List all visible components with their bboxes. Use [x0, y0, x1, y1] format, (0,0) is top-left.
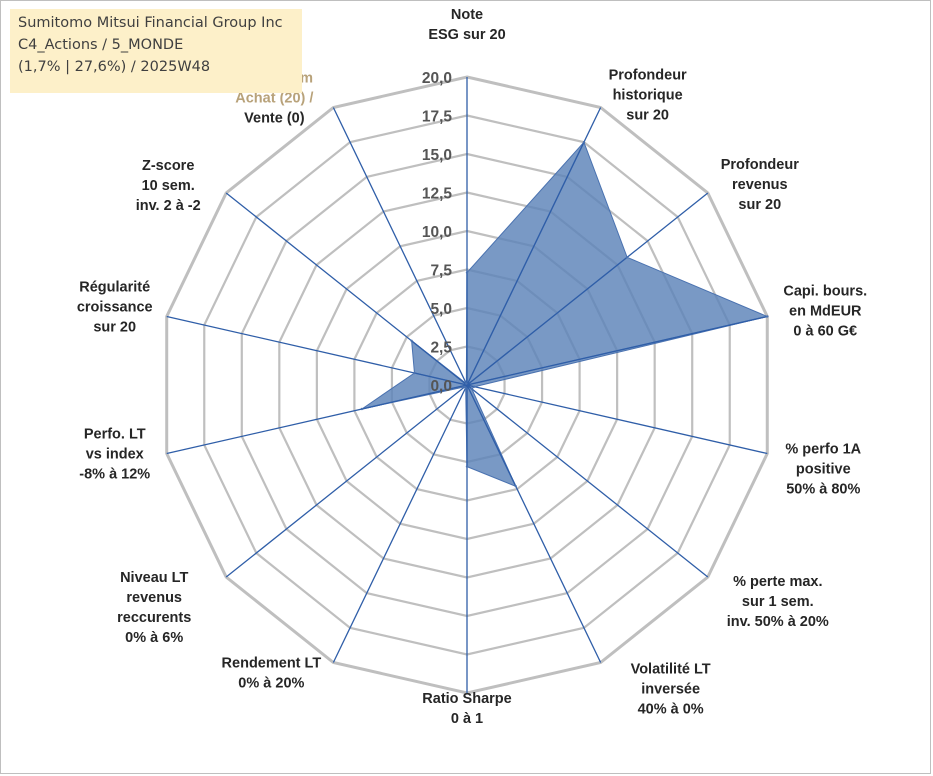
axis-label-2-line-2: sur 20: [738, 197, 781, 213]
axis-label-4-line-1: positive: [796, 462, 851, 478]
axis-label-7: Ratio Sharpe 0 à 1: [422, 691, 511, 727]
axis-label-10-line-1: vs index: [86, 447, 144, 463]
tick-label-8: 20,0: [422, 70, 452, 87]
axis-label-5: % perte max. sur 1 sem. inv. 50% à 20%: [727, 574, 829, 630]
axis-label-8-line-1: 0% à 20%: [238, 675, 304, 691]
axis-label-0-line-1: ESG sur 20: [428, 27, 505, 43]
data-spoke-10: [361, 384, 468, 410]
axis-label-8: Rendement LT 0% à 20%: [222, 655, 322, 691]
tick-label-0: 0,0: [430, 378, 452, 395]
axis-label-9-line-2: reccurents: [117, 610, 191, 626]
axis-label-8-line-0: Rendement LT: [222, 655, 322, 671]
data-point-13: [465, 382, 468, 385]
axis-label-2-line-0: Profondeur: [721, 157, 799, 173]
axis-label-11-line-1: croissance: [77, 299, 153, 315]
axis-label-3-line-2: 0 à 60 G€: [793, 323, 857, 339]
axis-spoke-9: [225, 384, 468, 578]
axis-label-7-line-0: Ratio Sharpe: [422, 691, 511, 707]
axis-label-12-line-2: inv. 2 à -2: [136, 198, 201, 214]
axis-label-11-line-0: Régularité: [79, 279, 150, 295]
data-point-5: [470, 387, 474, 391]
axis-label-12: Z-score 10 sem. inv. 2 à -2: [136, 158, 201, 214]
axis-label-1-line-0: Profondeur: [609, 68, 687, 84]
title-company: Sumitomo Mitsui Financial Group Inc: [18, 15, 283, 31]
data-spoke-3: [466, 315, 768, 386]
data-point-11: [413, 371, 416, 375]
tick-label-6: 15,0: [422, 147, 452, 164]
axis-label-0-line-0: Note: [451, 7, 483, 23]
axis-label-9-line-1: revenus: [126, 590, 182, 606]
data-spoke-11: [414, 372, 468, 386]
data-point-7: [465, 465, 469, 468]
data-point-10: [360, 407, 364, 411]
radial-tick-labels: 0,0 2,5 5,0 7,5 10,0 12,5 15,0 17,5 20,0: [422, 70, 453, 395]
tick-label-2: 5,0: [430, 301, 452, 318]
axis-spoke-13: [332, 107, 468, 386]
axis-label-6: Volatilité LT inversée 40% à 0%: [631, 661, 711, 717]
axis-label-10: Perfo. LT vs index -8% à 12%: [79, 427, 150, 483]
axis-label-7-line-1: 0 à 1: [451, 711, 483, 727]
axis-label-6-line-2: 40% à 0%: [638, 701, 704, 717]
radar-series: [360, 140, 769, 488]
axis-label-11-line-2: sur 20: [93, 319, 136, 335]
data-spoke-2: [466, 256, 628, 386]
data-point-9: [463, 385, 466, 389]
data-point-6: [514, 485, 517, 488]
title-box: Sumitomo Mitsui Financial Group Inc C4_A…: [10, 9, 302, 93]
axis-label-10-line-2: -8% à 12%: [79, 467, 150, 483]
axis-spoke-8: [332, 384, 468, 663]
tick-label-3: 7,5: [430, 263, 452, 280]
axis-label-11: Régularité croissance sur 20: [77, 279, 153, 335]
axis-label-3: Capi. bours. en MdEUR 0 à 60 G€: [783, 283, 867, 339]
data-spoke-1: [466, 141, 585, 386]
axis-label-5-line-2: inv. 50% à 20%: [727, 614, 829, 630]
axis-label-3-line-1: en MdEUR: [789, 303, 862, 319]
axis-label-3-line-0: Capi. bours.: [783, 283, 867, 299]
axis-label-1-line-1: historique: [613, 88, 683, 104]
title-period: (1,7% | 27,6%) / 2025W48: [18, 59, 211, 75]
axis-labels: Note ESG sur 20 Profondeur historique sur 20…: [77, 7, 867, 727]
tick-label-5: 12,5: [422, 186, 453, 203]
axis-label-9-line-3: 0% à 6%: [125, 630, 183, 646]
axis-label-13-line-1: Achat (20) /: [235, 91, 313, 107]
axis-label-12-line-0: Z-score: [142, 158, 194, 174]
data-point-1: [582, 140, 586, 144]
data-point-4: [473, 385, 476, 388]
data-point-2: [625, 256, 629, 259]
tick-label-7: 17,5: [422, 109, 453, 126]
data-point-0: [465, 271, 469, 274]
axis-label-13-line-2: Vente (0): [244, 111, 305, 127]
axis-spoke-4: [466, 384, 768, 455]
axis-label-5-line-1: sur 1 sem.: [742, 594, 814, 610]
data-spoke-12: [411, 340, 468, 386]
axis-label-0: Note ESG sur 20: [428, 7, 505, 43]
data-point-3: [766, 315, 769, 318]
axis-label-9: Niveau LT revenus reccurents 0% à 6%: [117, 570, 191, 646]
axis-label-2: Profondeur revenus sur 20: [721, 157, 799, 213]
axis-label-4-line-2: 50% à 80%: [786, 482, 860, 498]
axis-label-6-line-1: inversée: [641, 681, 700, 697]
axis-label-6-line-0: Volatilité LT: [631, 661, 711, 677]
tick-label-4: 10,0: [422, 224, 452, 241]
axis-label-4: % perfo 1A positive 50% à 80%: [785, 442, 861, 498]
axis-spoke-5: [466, 384, 709, 578]
data-point-12: [410, 339, 413, 343]
axis-label-1: Profondeur historique sur 20: [609, 68, 687, 124]
axis-label-12-line-1: 10 sem.: [142, 178, 195, 194]
title-category: C4_Actions / 5_MONDE: [18, 37, 184, 53]
axis-label-1-line-2: sur 20: [626, 108, 669, 124]
axis-label-5-line-0: % perte max.: [733, 574, 822, 590]
axis-label-4-line-0: % perfo 1A: [785, 442, 861, 458]
axis-label-10-line-0: Perfo. LT: [84, 427, 146, 443]
axis-label-9-line-0: Niveau LT: [120, 570, 188, 586]
axis-label-2-line-1: revenus: [732, 177, 788, 193]
tick-label-1: 2,5: [430, 340, 452, 357]
data-spoke-6: [466, 384, 517, 487]
